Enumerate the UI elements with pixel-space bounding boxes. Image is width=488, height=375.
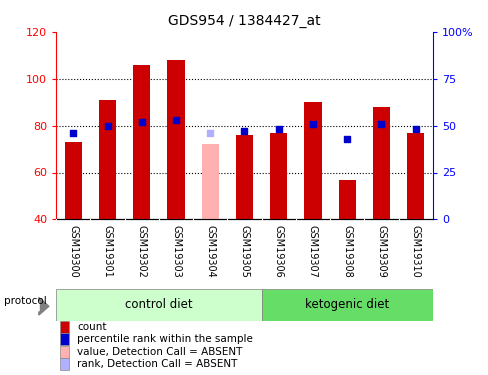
Bar [60, 358, 69, 370]
Bar [269, 133, 286, 219]
Point [103, 123, 111, 129]
Text: GSM19301: GSM19301 [102, 225, 112, 278]
Bar [261, 289, 432, 321]
Text: count: count [77, 322, 106, 332]
Bar [60, 333, 69, 345]
Bar [406, 133, 423, 219]
FancyArrow shape [39, 297, 49, 315]
Point [377, 121, 385, 127]
Text: control diet: control diet [125, 298, 192, 311]
Bar [372, 107, 389, 219]
Text: value, Detection Call = ABSENT: value, Detection Call = ABSENT [77, 346, 242, 357]
Text: GSM19307: GSM19307 [307, 225, 317, 278]
Bar [201, 144, 218, 219]
Point [172, 117, 180, 123]
Bar [338, 180, 355, 219]
Point [274, 126, 282, 132]
Text: ketogenic diet: ketogenic diet [305, 298, 388, 311]
Bar [133, 64, 150, 219]
Text: GSM19310: GSM19310 [410, 225, 420, 278]
Point [69, 130, 77, 136]
Text: rank, Detection Call = ABSENT: rank, Detection Call = ABSENT [77, 359, 237, 369]
Text: GSM19304: GSM19304 [205, 225, 215, 278]
Bar [56, 289, 261, 321]
Text: GSM19305: GSM19305 [239, 225, 249, 278]
Bar [99, 100, 116, 219]
Bar [64, 142, 81, 219]
Text: percentile rank within the sample: percentile rank within the sample [77, 334, 252, 344]
Text: GSM19302: GSM19302 [137, 225, 146, 278]
Text: GSM19300: GSM19300 [68, 225, 78, 278]
Bar [60, 346, 69, 358]
Bar [60, 321, 69, 333]
Point [138, 119, 145, 125]
Point [343, 136, 350, 142]
Text: GSM19303: GSM19303 [171, 225, 181, 278]
Bar [304, 102, 321, 219]
Text: GSM19309: GSM19309 [376, 225, 386, 278]
Text: GSM19308: GSM19308 [342, 225, 351, 278]
Point [206, 130, 214, 136]
Title: GDS954 / 1384427_at: GDS954 / 1384427_at [168, 14, 320, 28]
Bar [167, 60, 184, 219]
Text: protocol: protocol [4, 297, 47, 306]
Text: GSM19306: GSM19306 [273, 225, 283, 278]
Point [411, 126, 419, 132]
Point [240, 128, 248, 134]
Point [308, 121, 316, 127]
Bar [235, 135, 253, 219]
